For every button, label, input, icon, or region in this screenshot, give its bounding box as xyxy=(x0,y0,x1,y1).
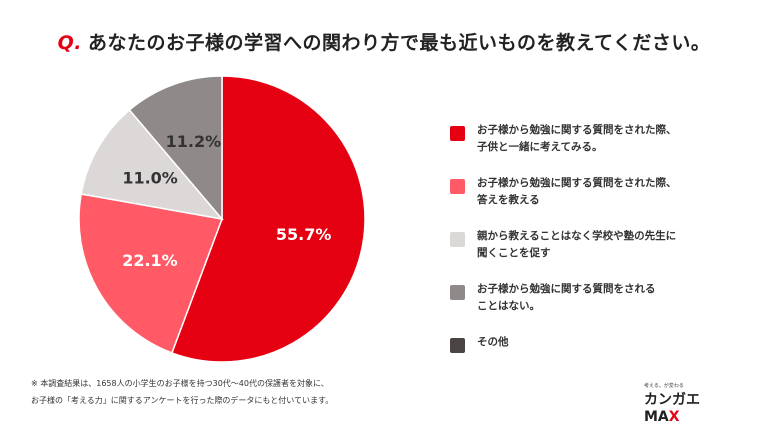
legend-item: 親から教えることはなく学校や塾の先生に 聞くことを促す xyxy=(450,228,750,262)
legend-item: お子様から勉強に関する質問をされた際、 子供と一緒に考えてみる。 xyxy=(450,122,750,156)
page-title: Q. あなたのお子様の学習への関わり方で最も近いものを教えてください。 xyxy=(0,28,768,55)
legend-item: お子様から勉強に関する質問をされる ことはない。 xyxy=(450,281,750,315)
data-label-2: 11.0% xyxy=(122,169,178,188)
legend-swatch xyxy=(450,338,465,353)
logo-x: X xyxy=(668,409,680,425)
pie-chart: 55.7% 22.1% 11.0% 11.2% xyxy=(78,75,366,363)
legend: お子様から勉強に関する質問をされた際、 子供と一緒に考えてみる。 お子様から勉強に… xyxy=(450,122,750,372)
pie-slice-2 xyxy=(80,108,224,221)
legend-item: お子様から勉強に関する質問をされた際、 答えを教える xyxy=(450,175,750,209)
data-label-0: 55.7% xyxy=(276,225,332,244)
legend-label: お子様から勉強に関する質問をされる ことはない。 xyxy=(477,283,656,312)
data-label-1: 22.1% xyxy=(122,251,178,270)
legend-swatch xyxy=(450,126,465,141)
pie-slice-0 xyxy=(170,75,366,363)
pie-slice-3 xyxy=(128,75,223,222)
footnote-line-2: お子様の「考える力」に関するアンケートを行った際のデータにもと付いています。 xyxy=(31,396,334,405)
legend-swatch xyxy=(450,232,465,247)
legend-swatch xyxy=(450,285,465,300)
pie-slice-1 xyxy=(78,193,224,354)
legend-swatch xyxy=(450,179,465,194)
legend-label: 親から教えることはなく学校や塾の先生に 聞くことを促す xyxy=(477,230,677,259)
logo-tagline: 考える。が変わる xyxy=(644,383,684,389)
footnote-line-1: ※ 本調査結果は、1658人の小学生のお子様を持つ30代～40代の保護者を対象に… xyxy=(31,379,329,388)
legend-item: その他 xyxy=(450,334,750,353)
brand-logo: 考える。が変わる カンガエMAX xyxy=(642,378,722,425)
legend-label: お子様から勉強に関する質問をされた際、 答えを教える xyxy=(477,177,677,206)
question-text: あなたのお子様の学習への関わり方で最も近いものを教えてください。 xyxy=(87,32,711,54)
footnote: ※ 本調査結果は、1658人の小学生のお子様を持つ30代～40代の保護者を対象に… xyxy=(31,375,333,409)
legend-label: お子様から勉強に関する質問をされた際、 子供と一緒に考えてみる。 xyxy=(477,124,677,153)
data-label-3: 11.2% xyxy=(166,132,222,151)
legend-label: その他 xyxy=(477,336,509,348)
question-prefix: Q. xyxy=(57,32,82,54)
